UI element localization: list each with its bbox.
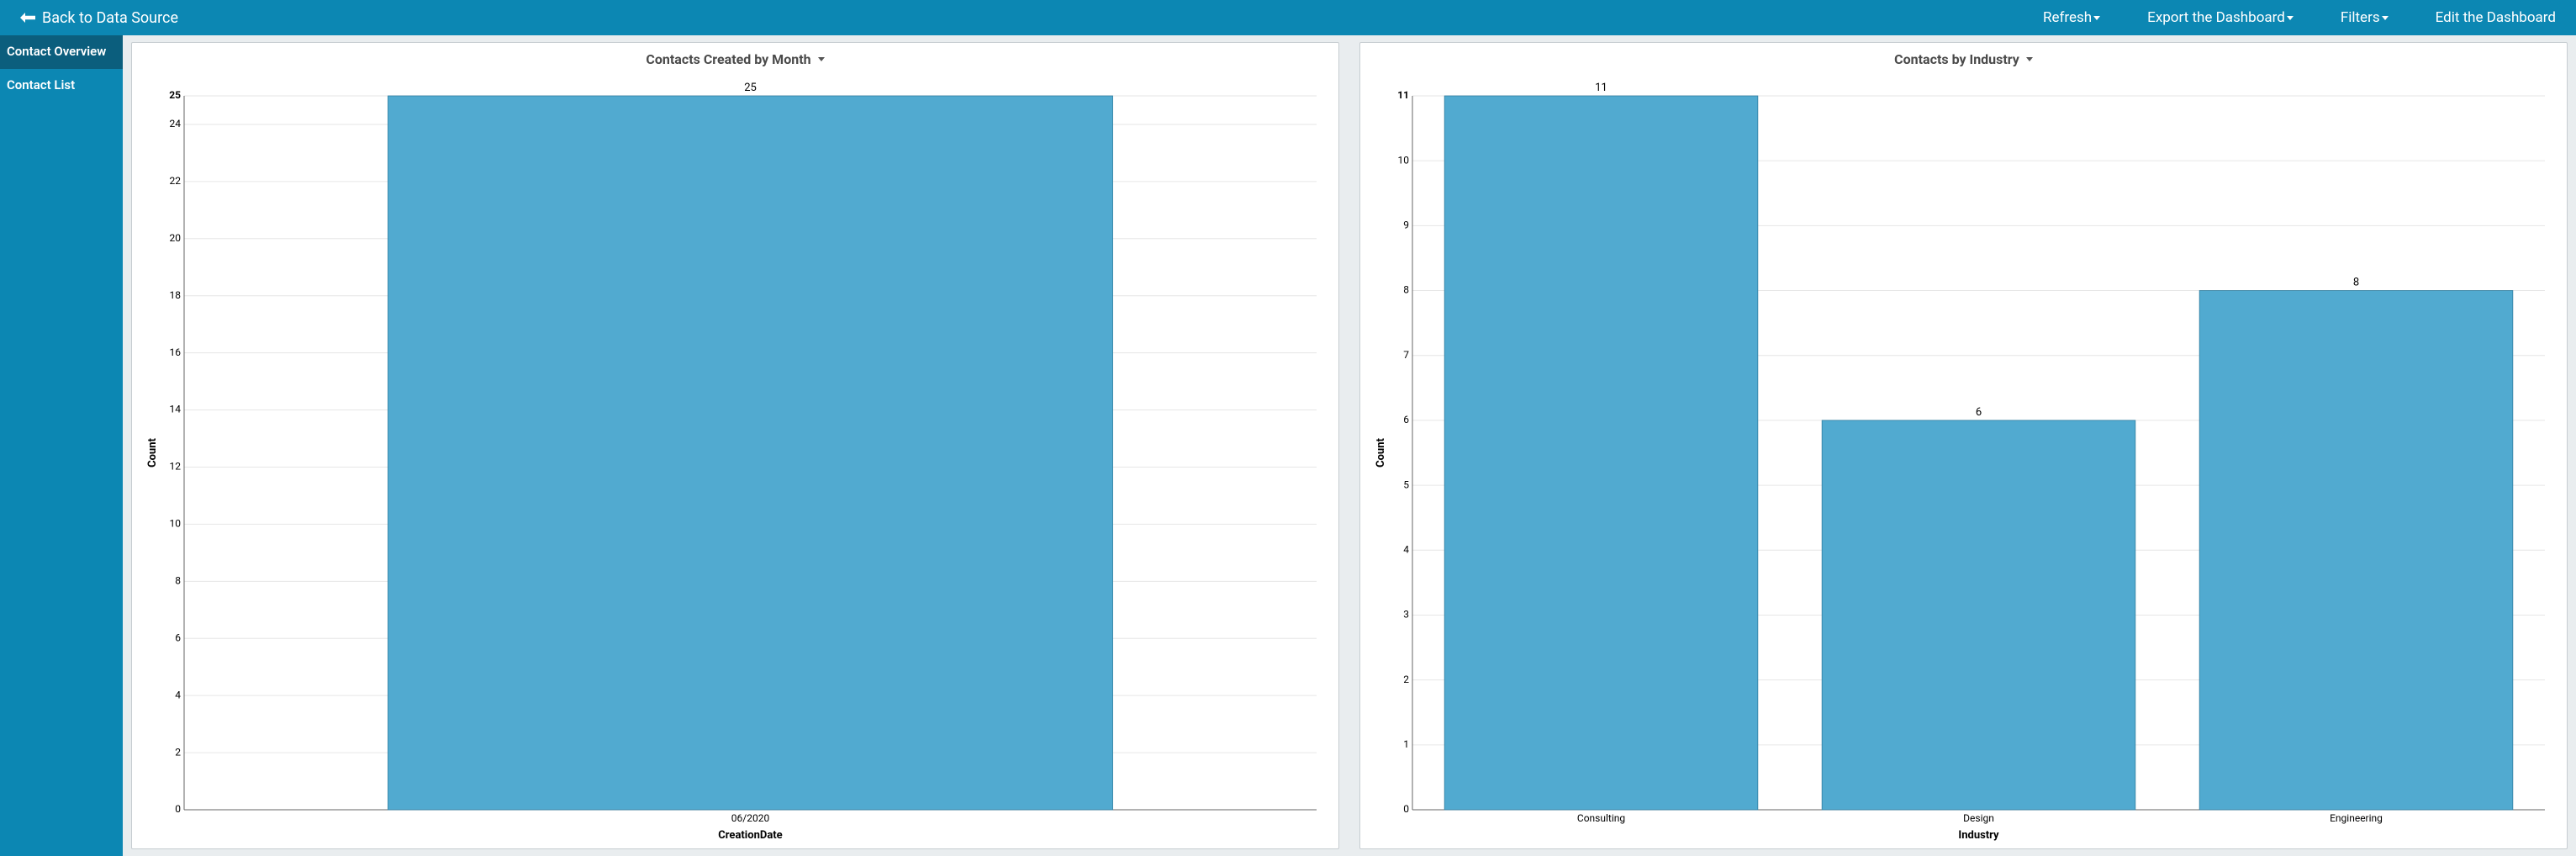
svg-text:20: 20 — [170, 232, 182, 244]
svg-text:06/2020: 06/2020 — [731, 812, 770, 824]
svg-text:6: 6 — [1976, 406, 1982, 419]
panel-title-text: Contacts Created by Month — [646, 51, 810, 67]
svg-text:10: 10 — [1398, 154, 1410, 166]
svg-text:Design: Design — [1963, 812, 1994, 824]
svg-text:8: 8 — [2353, 277, 2359, 289]
svg-text:CreationDate: CreationDate — [718, 829, 782, 842]
svg-text:Consulting: Consulting — [1577, 812, 1625, 824]
svg-text:11: 11 — [1397, 89, 1409, 101]
export-label: Export the Dashboard — [2147, 9, 2285, 26]
bar-chart: 024681012141618202224252506/2020Creation… — [145, 72, 1325, 842]
svg-text:12: 12 — [170, 461, 182, 473]
panel-title[interactable]: Contacts Created by Month — [145, 51, 1325, 67]
sidebar-item-contact-list[interactable]: Contact List — [0, 69, 123, 103]
edit-dashboard-link[interactable]: Edit the Dashboard — [2436, 9, 2556, 26]
svg-text:5: 5 — [1403, 478, 1409, 490]
caret-down-icon — [2287, 16, 2294, 20]
caret-down-icon — [818, 57, 825, 61]
svg-text:10: 10 — [170, 518, 182, 530]
edit-label: Edit the Dashboard — [2436, 9, 2556, 26]
svg-text:1: 1 — [1403, 738, 1409, 750]
svg-text:22: 22 — [170, 175, 182, 187]
refresh-label: Refresh — [2043, 9, 2092, 26]
svg-text:4: 4 — [1403, 543, 1409, 555]
svg-text:8: 8 — [1403, 284, 1409, 296]
sidebar-item-label: Contact List — [7, 77, 75, 92]
svg-text:2: 2 — [1403, 674, 1409, 685]
caret-down-icon — [2382, 16, 2389, 20]
topbar: Back to Data Source Refresh Export the D… — [0, 0, 2576, 35]
topbar-actions: Refresh Export the Dashboard Filters Edi… — [2043, 9, 2556, 26]
dashboard-content: Contacts Created by Month 02468101214161… — [123, 35, 2576, 856]
svg-text:25: 25 — [744, 82, 757, 94]
chart-contacts-by-month: 024681012141618202224252506/2020Creation… — [145, 72, 1325, 842]
svg-text:2: 2 — [175, 746, 181, 758]
panel-title[interactable]: Contacts by Industry — [1374, 51, 2553, 67]
export-menu[interactable]: Export the Dashboard — [2147, 9, 2294, 26]
svg-text:4: 4 — [175, 689, 181, 700]
svg-text:16: 16 — [170, 346, 182, 358]
svg-text:11: 11 — [1595, 82, 1607, 94]
back-link-label: Back to Data Source — [42, 9, 178, 27]
svg-text:6: 6 — [175, 631, 181, 643]
caret-down-icon — [2026, 57, 2033, 61]
svg-text:18: 18 — [170, 289, 182, 301]
sidebar-item-contact-overview[interactable]: Contact Overview — [0, 35, 123, 69]
refresh-menu[interactable]: Refresh — [2043, 9, 2100, 26]
svg-text:3: 3 — [1403, 609, 1409, 621]
svg-text:8: 8 — [175, 574, 181, 586]
svg-text:Industry: Industry — [1958, 829, 1999, 842]
svg-text:25: 25 — [169, 89, 181, 101]
panel-contacts-by-industry: Contacts by Industry 0 1 2 3 4 5 6 7 8 9 10 11 11 Con… — [1359, 42, 2568, 849]
chart-contacts-by-industry: 0 1 2 3 4 5 6 7 8 9 10 11 11 Consulting 6 Design 8 Engine… — [1374, 72, 2553, 842]
svg-text:0: 0 — [1403, 803, 1409, 815]
svg-text:0: 0 — [175, 803, 181, 815]
svg-text:Engineering: Engineering — [2330, 812, 2383, 824]
svg-text:14: 14 — [170, 404, 182, 415]
svg-text:Count: Count — [1375, 437, 1387, 467]
filters-label: Filters — [2341, 9, 2380, 26]
filters-menu[interactable]: Filters — [2341, 9, 2389, 26]
bar-chart: 0 1 2 3 4 5 6 7 8 9 10 11 11 Consulting 6 Design 8 Engine… — [1374, 72, 2553, 842]
sidebar: Contact Overview Contact List — [0, 35, 123, 856]
caret-down-icon — [2093, 16, 2100, 20]
sidebar-item-label: Contact Overview — [7, 44, 106, 59]
svg-text:6: 6 — [1403, 414, 1409, 425]
back-to-data-source-link[interactable]: Back to Data Source — [20, 9, 178, 27]
main-layout: Contact Overview Contact List Contacts C… — [0, 35, 2576, 856]
svg-text:9: 9 — [1403, 219, 1409, 231]
svg-text:7: 7 — [1403, 349, 1409, 361]
svg-text:24: 24 — [170, 118, 182, 129]
arrow-left-icon — [20, 12, 35, 24]
panel-contacts-by-month: Contacts Created by Month 02468101214161… — [131, 42, 1339, 849]
svg-text:Count: Count — [146, 437, 159, 467]
panel-title-text: Contacts by Industry — [1894, 51, 2019, 67]
